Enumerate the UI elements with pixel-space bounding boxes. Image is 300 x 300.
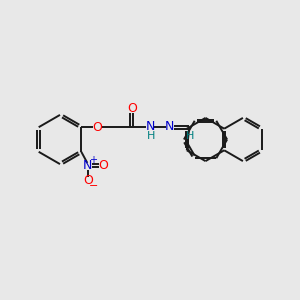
- Text: O: O: [92, 121, 102, 134]
- Text: H: H: [186, 130, 195, 141]
- Text: O: O: [83, 174, 93, 188]
- Text: H: H: [146, 130, 155, 141]
- Text: N: N: [165, 119, 175, 133]
- Text: N: N: [83, 159, 93, 172]
- Text: O: O: [127, 102, 136, 115]
- Text: −: −: [89, 181, 99, 191]
- Text: +: +: [89, 155, 97, 165]
- Text: O: O: [98, 159, 108, 172]
- Text: N: N: [146, 119, 155, 133]
